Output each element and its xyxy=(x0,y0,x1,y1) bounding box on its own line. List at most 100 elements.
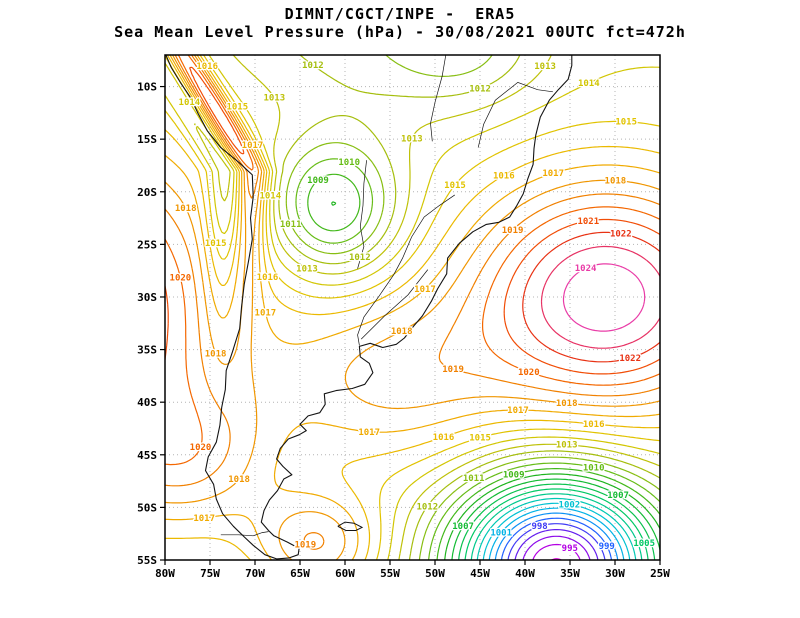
isobar-1014 xyxy=(165,55,660,560)
chart-title-line1: DIMNT/CGCT/INPE - ERA5 xyxy=(284,5,516,23)
contour-label: 1001 xyxy=(490,529,512,539)
x-tick-label: 35W xyxy=(560,567,580,580)
y-tick-label: 15S xyxy=(137,133,157,146)
x-tick-label: 65W xyxy=(290,567,310,580)
isobar-1010 xyxy=(295,158,660,560)
contour-label: 1010 xyxy=(338,158,360,168)
contour-label: 1017 xyxy=(193,514,215,524)
isobar-1006 xyxy=(458,483,656,560)
contour-label: 1012 xyxy=(416,502,438,512)
contour-label: 1017 xyxy=(542,169,564,179)
contour-label: 1013 xyxy=(556,441,578,451)
contour-label: 1020 xyxy=(518,368,540,378)
isobar-1001 xyxy=(488,507,625,560)
x-tick-label: 50W xyxy=(425,567,445,580)
y-tick-label: 55S xyxy=(137,554,157,567)
contour-label: 1013 xyxy=(534,62,556,72)
contour-label: 1018 xyxy=(556,399,578,409)
contour-label: 1016 xyxy=(196,62,218,72)
x-tick-label: 55W xyxy=(380,567,400,580)
contour-label: 1019 xyxy=(294,541,316,551)
contour-label: 1020 xyxy=(170,274,192,284)
contour-label: 1015 xyxy=(469,434,491,444)
river-line xyxy=(430,55,447,142)
contour-label: 1018 xyxy=(175,204,197,214)
x-tick-label: 25W xyxy=(650,567,670,580)
river-line xyxy=(357,160,367,269)
contour-label: 1019 xyxy=(502,226,524,236)
river-line xyxy=(477,82,553,148)
contour-label: 1022 xyxy=(610,230,632,240)
contour-label: 1017 xyxy=(242,141,264,151)
contour-label: 1014 xyxy=(578,79,600,89)
contour-label: 1024 xyxy=(575,264,597,274)
contour-label: 1012 xyxy=(302,61,324,71)
isobar-995 xyxy=(532,543,581,560)
isobar-1013 xyxy=(193,55,660,560)
contour-label: 1010 xyxy=(583,464,605,474)
x-tick-label: 75W xyxy=(200,567,220,580)
isobar-996 xyxy=(522,535,591,560)
contour-label: 1009 xyxy=(503,471,525,481)
x-tick-label: 30W xyxy=(605,567,625,580)
contour-label: 1013 xyxy=(296,264,318,274)
map-outline xyxy=(165,55,573,560)
contour-label: 1018 xyxy=(228,475,250,485)
isobar-1000 xyxy=(494,512,619,560)
x-tick-label: 40W xyxy=(515,567,535,580)
contour-label: 1020 xyxy=(190,443,212,453)
isobar-1005 xyxy=(464,488,649,560)
isobar-1008 xyxy=(331,201,660,560)
y-tick-label: 25S xyxy=(137,238,157,251)
contour-label: 1005 xyxy=(633,539,655,549)
river-line xyxy=(360,269,429,340)
island-outline xyxy=(337,521,364,531)
isobar-1004 xyxy=(470,493,643,560)
x-tick-label: 80W xyxy=(155,567,175,580)
contour-label: 1014 xyxy=(259,192,281,202)
contour-labels: 995 998 999 1001 1002 1005 1007 1007 1009 1009 101… xyxy=(168,60,656,555)
contour-label: 1019 xyxy=(442,365,464,375)
contour-label: 998 xyxy=(531,522,547,532)
contour-label: 1017 xyxy=(358,428,380,438)
contour-label: 1018 xyxy=(605,177,627,187)
plot-frame xyxy=(164,54,661,561)
contour-label: 1013 xyxy=(263,94,285,104)
axis-ticks: 80W 75W 70W 65W 60W 55W 50W 45W 40W 35W 30W 25W 10S 1… xyxy=(137,81,670,580)
y-tick-label: 30S xyxy=(137,291,157,304)
contour-label: 1016 xyxy=(257,273,279,283)
contour-label: 1002 xyxy=(559,500,581,510)
contour-label: 1017 xyxy=(255,308,277,318)
contour-label: 1009 xyxy=(307,176,329,186)
river-line xyxy=(357,194,455,346)
river-line xyxy=(220,531,269,537)
x-tick-label: 70W xyxy=(245,567,265,580)
x-tick-label: 45W xyxy=(470,567,490,580)
isobar-1012 xyxy=(278,55,660,560)
contour-label: 1016 xyxy=(493,171,515,181)
contour-label: 1017 xyxy=(507,406,529,416)
contour-label: 1007 xyxy=(607,491,629,501)
contour-label: 1013 xyxy=(401,135,423,145)
contour-label: 1016 xyxy=(433,433,455,443)
contour-label: 1016 xyxy=(583,420,605,430)
contour-label: 1018 xyxy=(205,349,227,359)
x-tick-label: 60W xyxy=(335,567,355,580)
contour-label: 1011 xyxy=(280,220,302,230)
y-tick-label: 50S xyxy=(137,501,157,514)
isobar-997 xyxy=(514,529,599,560)
contour-label: 1015 xyxy=(205,239,227,249)
chart-title-line2: Sea Mean Level Pressure (hPa) - 30/08/20… xyxy=(114,23,686,41)
isobar-1022 xyxy=(522,231,660,363)
contour-label: 999 xyxy=(599,542,615,552)
contour-label: 1015 xyxy=(615,118,637,128)
contour-label: 1012 xyxy=(349,253,371,263)
y-tick-label: 45S xyxy=(137,449,157,462)
contour-label: 1014 xyxy=(179,98,201,108)
isobar-998 xyxy=(507,523,606,560)
isobar-1021 xyxy=(165,66,660,375)
y-tick-label: 40S xyxy=(137,396,157,409)
contour-label: 1021 xyxy=(577,217,599,227)
